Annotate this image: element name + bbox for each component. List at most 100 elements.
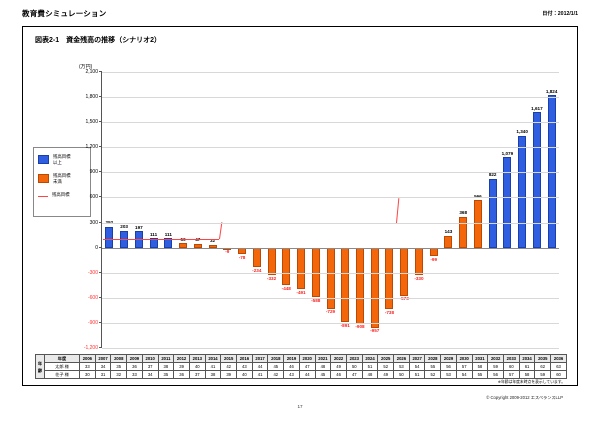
table-year-cell: 2026 [393,354,410,363]
y-axis-tick-mark [99,121,102,123]
red-line-icon [38,195,48,197]
table-age-cell: 62 [534,362,552,371]
chart-title: 図表2-1 資金残高の推移（シナリオ2） [35,37,162,44]
legend-item-above-target: 残高目標 以上 [38,154,86,166]
chart-bar [179,243,188,248]
table-age-cell: 44 [251,362,269,371]
table-year-cell: 2012 [173,354,190,363]
legend-label-above-target: 残高目標 以上 [53,154,71,165]
table-age-cell: 56 [487,370,504,379]
table-person-name: 花子 様 [44,370,80,379]
chart-bar [429,247,438,256]
y-axis-unit-label: (万円) [79,64,93,70]
y-axis-tick-mark [99,321,102,323]
chart-bar [105,226,114,248]
y-axis-tick: -600 [87,294,98,301]
table-year-cell: 2024 [361,354,379,363]
table-age-cell: 61 [518,362,536,371]
legend-item-target-line: 残高目標 [38,192,86,198]
table-age-cell: 49 [330,362,347,371]
y-axis-tick-mark [99,221,102,223]
chart-bar [488,178,497,248]
y-axis-tick-mark [99,196,102,198]
table-age-cell: 43 [283,370,300,379]
y-axis-tick-mark [99,171,102,173]
table-age-cell: 31 [94,370,112,379]
table-age-cell: 32 [110,370,128,379]
bar-value-label: 1,340 [516,129,528,135]
table-year-cell: 2019 [283,354,300,363]
table-age-cell: 52 [424,370,442,379]
orange-square-icon [38,173,49,183]
table-age-cell: 60 [502,362,520,371]
table-year-cell: 2009 [126,354,143,363]
table-year-cell: 2021 [314,354,332,363]
table-age-cell: 38 [204,370,222,379]
bar-value-label: -588 [311,297,321,303]
chart-legend: 残高目標 以上 残高目標 未満 残高目標 [33,147,91,217]
legend-label-target-line: 残高目標 [52,191,70,197]
chart-bar [193,243,202,248]
table-age-cell: 47 [298,362,316,371]
table-age-cell: 35 [157,370,175,379]
table-year-cell: 2013 [188,354,206,363]
chart-bar [120,230,129,248]
table-age-cell: 33 [79,362,96,371]
chart-bar [414,247,423,276]
y-axis-tick-mark [99,271,102,273]
table-row: 太郎 様 33 34 35 36 37 38 39 40 41 42 43 44 45 46 47 48 49 50… [36,362,567,371]
gridline [102,348,559,349]
gridline [102,197,559,199]
gridline [102,272,559,274]
table-year-cell: 2015 [220,354,238,363]
chart-bar [503,157,512,248]
table-age-cell: 63 [550,362,567,371]
gridline [102,147,559,149]
y-axis-tick: -300 [87,269,98,276]
table-year-cell: 2020 [298,354,316,363]
chart-bar [532,112,541,248]
table-age-cell: 60 [550,370,567,379]
page-title: 教育費シミュレーション [22,9,107,18]
table-age-cell: 36 [126,362,143,371]
table-age-cell: 56 [440,362,457,371]
bar-value-label: -891 [340,322,350,328]
bar-value-label: -99 [430,256,438,262]
table-year-cell: 2029 [440,354,457,363]
chart-bar [473,200,482,248]
bar-value-label: -908 [355,324,365,330]
y-axis-tick-mark [99,96,102,98]
chart-bar [444,235,453,248]
table-header-row: 年齢年度 2006 2007 2008 2009 2010 2011 2012 2013 2014… [35,354,567,379]
table-person-name: 太郎 様 [44,362,80,371]
bar-value-label: 203 [120,224,128,230]
table-age-cell: 42 [220,362,238,371]
table-year-cell: 2025 [377,354,395,363]
table-year-header: 年度 [44,354,80,363]
table-age-cell: 52 [377,362,395,371]
table-year-cell: 2007 [94,354,112,363]
target-line-riser [395,197,400,223]
table-note: ※年齢は年度末時点を表示しています。 [497,380,565,384]
table-age-cell: 55 [471,370,489,379]
bar-value-label: -957 [370,328,380,334]
table-age-cell: 35 [110,362,128,371]
gridline [102,72,559,73]
bar-value-label: 197 [135,224,143,230]
y-axis-tick-mark [99,71,102,72]
y-axis-tick: -1,200 [83,345,98,351]
bar-value-label: 111 [164,231,172,237]
table-age-cell: 57 [455,362,473,371]
legend-item-below-target: 残高目標 未満 [38,173,86,185]
chart-bar [326,247,335,309]
chart-bar [370,247,379,328]
table-age-cell: 39 [220,370,238,379]
table-year-cell: 2008 [110,354,128,363]
bar-value-label: 566 [474,193,482,199]
table-age-cell: 54 [455,370,473,379]
chart-bar [341,247,350,323]
bar-value-label: 32 [210,238,216,244]
table-year-cell: 2017 [251,354,269,363]
bar-value-label: -448 [281,285,291,291]
table-age-cell: 45 [267,362,285,371]
